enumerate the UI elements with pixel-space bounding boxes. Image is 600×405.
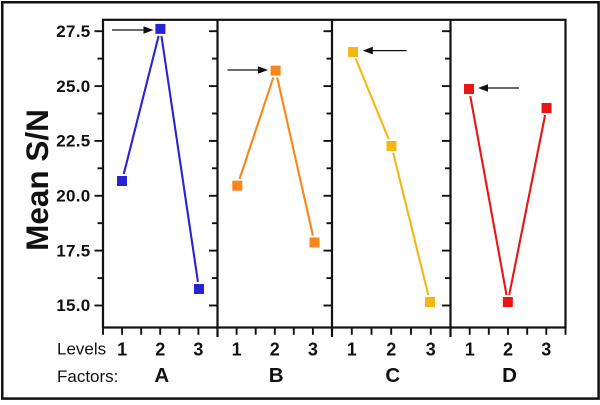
- svg-text:2: 2: [386, 339, 396, 359]
- svg-text:C: C: [385, 364, 400, 387]
- svg-text:3: 3: [193, 339, 203, 359]
- svg-text:1: 1: [232, 339, 242, 359]
- svg-text:27.5: 27.5: [56, 22, 90, 41]
- svg-text:A: A: [154, 364, 169, 387]
- svg-text:17.5: 17.5: [56, 241, 90, 260]
- svg-text:25.0: 25.0: [56, 77, 90, 96]
- svg-text:3: 3: [541, 339, 551, 359]
- svg-text:D: D: [502, 364, 517, 387]
- svg-text:2: 2: [270, 339, 280, 359]
- svg-text:3: 3: [426, 339, 436, 359]
- svg-text:1: 1: [117, 339, 127, 359]
- svg-text:Levels: Levels: [57, 340, 106, 359]
- svg-text:1: 1: [465, 339, 475, 359]
- svg-text:20.0: 20.0: [56, 187, 90, 206]
- svg-text:B: B: [269, 364, 284, 387]
- svg-text:2: 2: [155, 339, 165, 359]
- svg-text:15.0: 15.0: [56, 296, 90, 315]
- svg-text:22.5: 22.5: [56, 132, 90, 151]
- svg-text:3: 3: [308, 339, 318, 359]
- svg-text:1: 1: [347, 339, 357, 359]
- svg-text:2: 2: [503, 339, 513, 359]
- svg-text:Mean S/N: Mean S/N: [19, 109, 55, 251]
- svg-text:Factors:: Factors:: [57, 367, 118, 386]
